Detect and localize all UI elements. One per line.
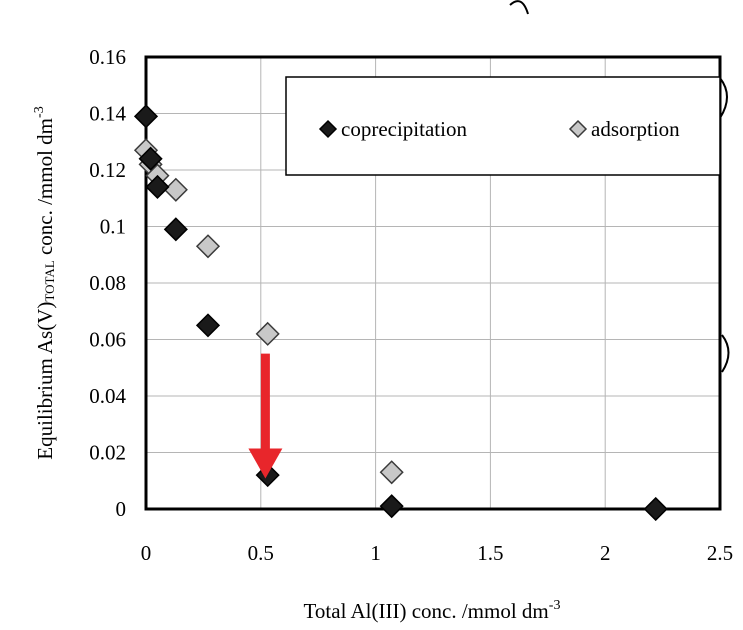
point-adsorption <box>255 321 280 346</box>
x-tick-label: 1.5 <box>477 541 503 565</box>
cropped-bracket-top <box>719 77 728 119</box>
point-coprecipitation <box>138 146 163 171</box>
y-tick-label: 0.06 <box>89 328 126 352</box>
arrow-head <box>248 448 283 479</box>
plot-frame <box>144 55 722 511</box>
y-axis-title-subscript: TOTAL <box>42 260 57 301</box>
axes <box>144 55 722 511</box>
point-coprecipitation <box>643 496 668 522</box>
labels: 0 0.5 1 1.5 2 2.5 0 0.02 0.04 0.06 0.08 0.1 0.12 0.14… <box>32 45 733 623</box>
x-axis-title-superscript: -3 <box>549 598 561 613</box>
point-adsorption <box>195 234 221 259</box>
point-coprecipitation <box>163 217 188 242</box>
x-tick-label: 2 <box>600 541 611 565</box>
y-tick-label: 0.12 <box>89 158 126 182</box>
data-series <box>133 104 668 522</box>
legend-box <box>285 76 721 176</box>
y-tick-label: 0.1 <box>100 215 126 239</box>
y-axis-title-main: Equilibrium As(V) <box>33 302 57 460</box>
point-adsorption <box>379 460 404 485</box>
y-axis-title-units: conc. /mmol dm <box>33 118 57 260</box>
y-tick-label: 0.08 <box>89 271 126 295</box>
series-coprecipitation <box>133 104 668 522</box>
x-tick-label: 0 <box>141 541 152 565</box>
point-coprecipitation <box>133 104 159 129</box>
legend-marker-coprecipitation <box>318 119 338 139</box>
y-tick-label: 0.02 <box>89 441 126 465</box>
legend-label-coprecipitation: coprecipitation <box>341 117 467 141</box>
annotation <box>248 353 283 479</box>
y-axis-title: Equilibrium As(V)TOTAL conc. /mmol dm-3 <box>32 106 57 459</box>
legend: coprecipitation adsorption <box>285 76 721 176</box>
point-coprecipitation <box>379 494 404 519</box>
cropped-glyph <box>509 0 529 15</box>
x-tick-label: 1 <box>370 541 381 565</box>
y-axis-title-superscript: -3 <box>32 106 47 118</box>
legend-marker-adsorption <box>568 119 588 139</box>
y-tick-label: 0 <box>116 497 127 521</box>
point-coprecipitation <box>145 174 170 200</box>
point-coprecipitation <box>195 313 221 338</box>
x-tick-label: 2.5 <box>707 541 733 565</box>
x-axis-title: Total Al(III) conc. /mmol dm-3 <box>304 598 561 623</box>
legend-label-adsorption: adsorption <box>591 117 680 141</box>
y-tick-label: 0.04 <box>89 384 126 408</box>
arrow-shaft <box>260 353 270 451</box>
cropped-bracket-bottom <box>721 334 730 373</box>
y-tick-label: 0.14 <box>89 102 126 126</box>
x-tick-label: 0.5 <box>248 541 274 565</box>
y-tick-label: 0.16 <box>89 45 126 69</box>
